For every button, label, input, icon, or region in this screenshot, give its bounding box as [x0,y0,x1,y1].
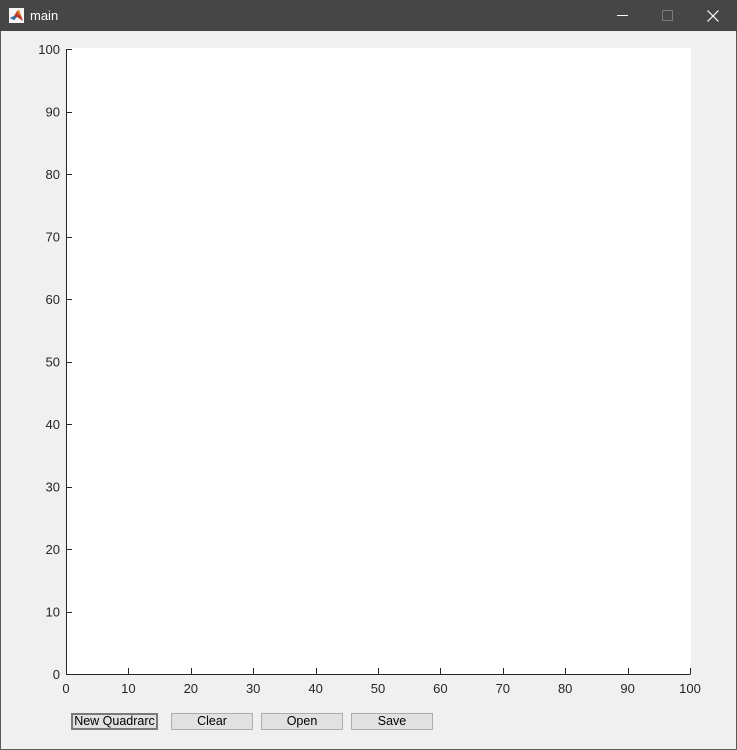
minimize-icon [617,15,628,16]
minimize-button[interactable] [600,0,645,31]
y-tick-label: 100 [38,42,60,57]
y-tick-label: 0 [53,667,60,682]
maximize-icon [662,10,673,21]
x-tick-label: 20 [184,681,198,696]
open-button[interactable]: Open [261,713,343,730]
x-tick-label: 60 [433,681,447,696]
y-tick-label: 20 [46,542,60,557]
clear-button[interactable]: Clear [171,713,253,730]
new-quadrarc-button[interactable]: New Quadrarc [71,713,158,730]
x-tick-label: 30 [246,681,260,696]
window-title: main [30,8,59,23]
save-button[interactable]: Save [351,713,433,730]
title-bar[interactable]: main [0,0,737,31]
x-tick-label: 10 [121,681,135,696]
y-tick-label: 90 [46,105,60,120]
x-tick-label: 70 [496,681,510,696]
plot-area[interactable] [66,48,691,674]
y-tick-label: 30 [46,480,60,495]
x-tick-label: 80 [558,681,572,696]
matlab-logo-icon [9,8,24,23]
y-tick-label: 10 [46,605,60,620]
x-tick-label: 50 [371,681,385,696]
y-tick-label: 70 [46,230,60,245]
x-tick-label: 90 [620,681,634,696]
y-tick-label: 40 [46,417,60,432]
y-tick-label: 60 [46,292,60,307]
close-button[interactable] [690,0,735,31]
close-icon [707,10,719,22]
x-tick-label: 100 [679,681,701,696]
x-tick-label: 40 [308,681,322,696]
maximize-button[interactable] [645,0,690,31]
x-tick-label: 0 [62,681,69,696]
y-tick-label: 80 [46,167,60,182]
y-tick-label: 50 [46,355,60,370]
